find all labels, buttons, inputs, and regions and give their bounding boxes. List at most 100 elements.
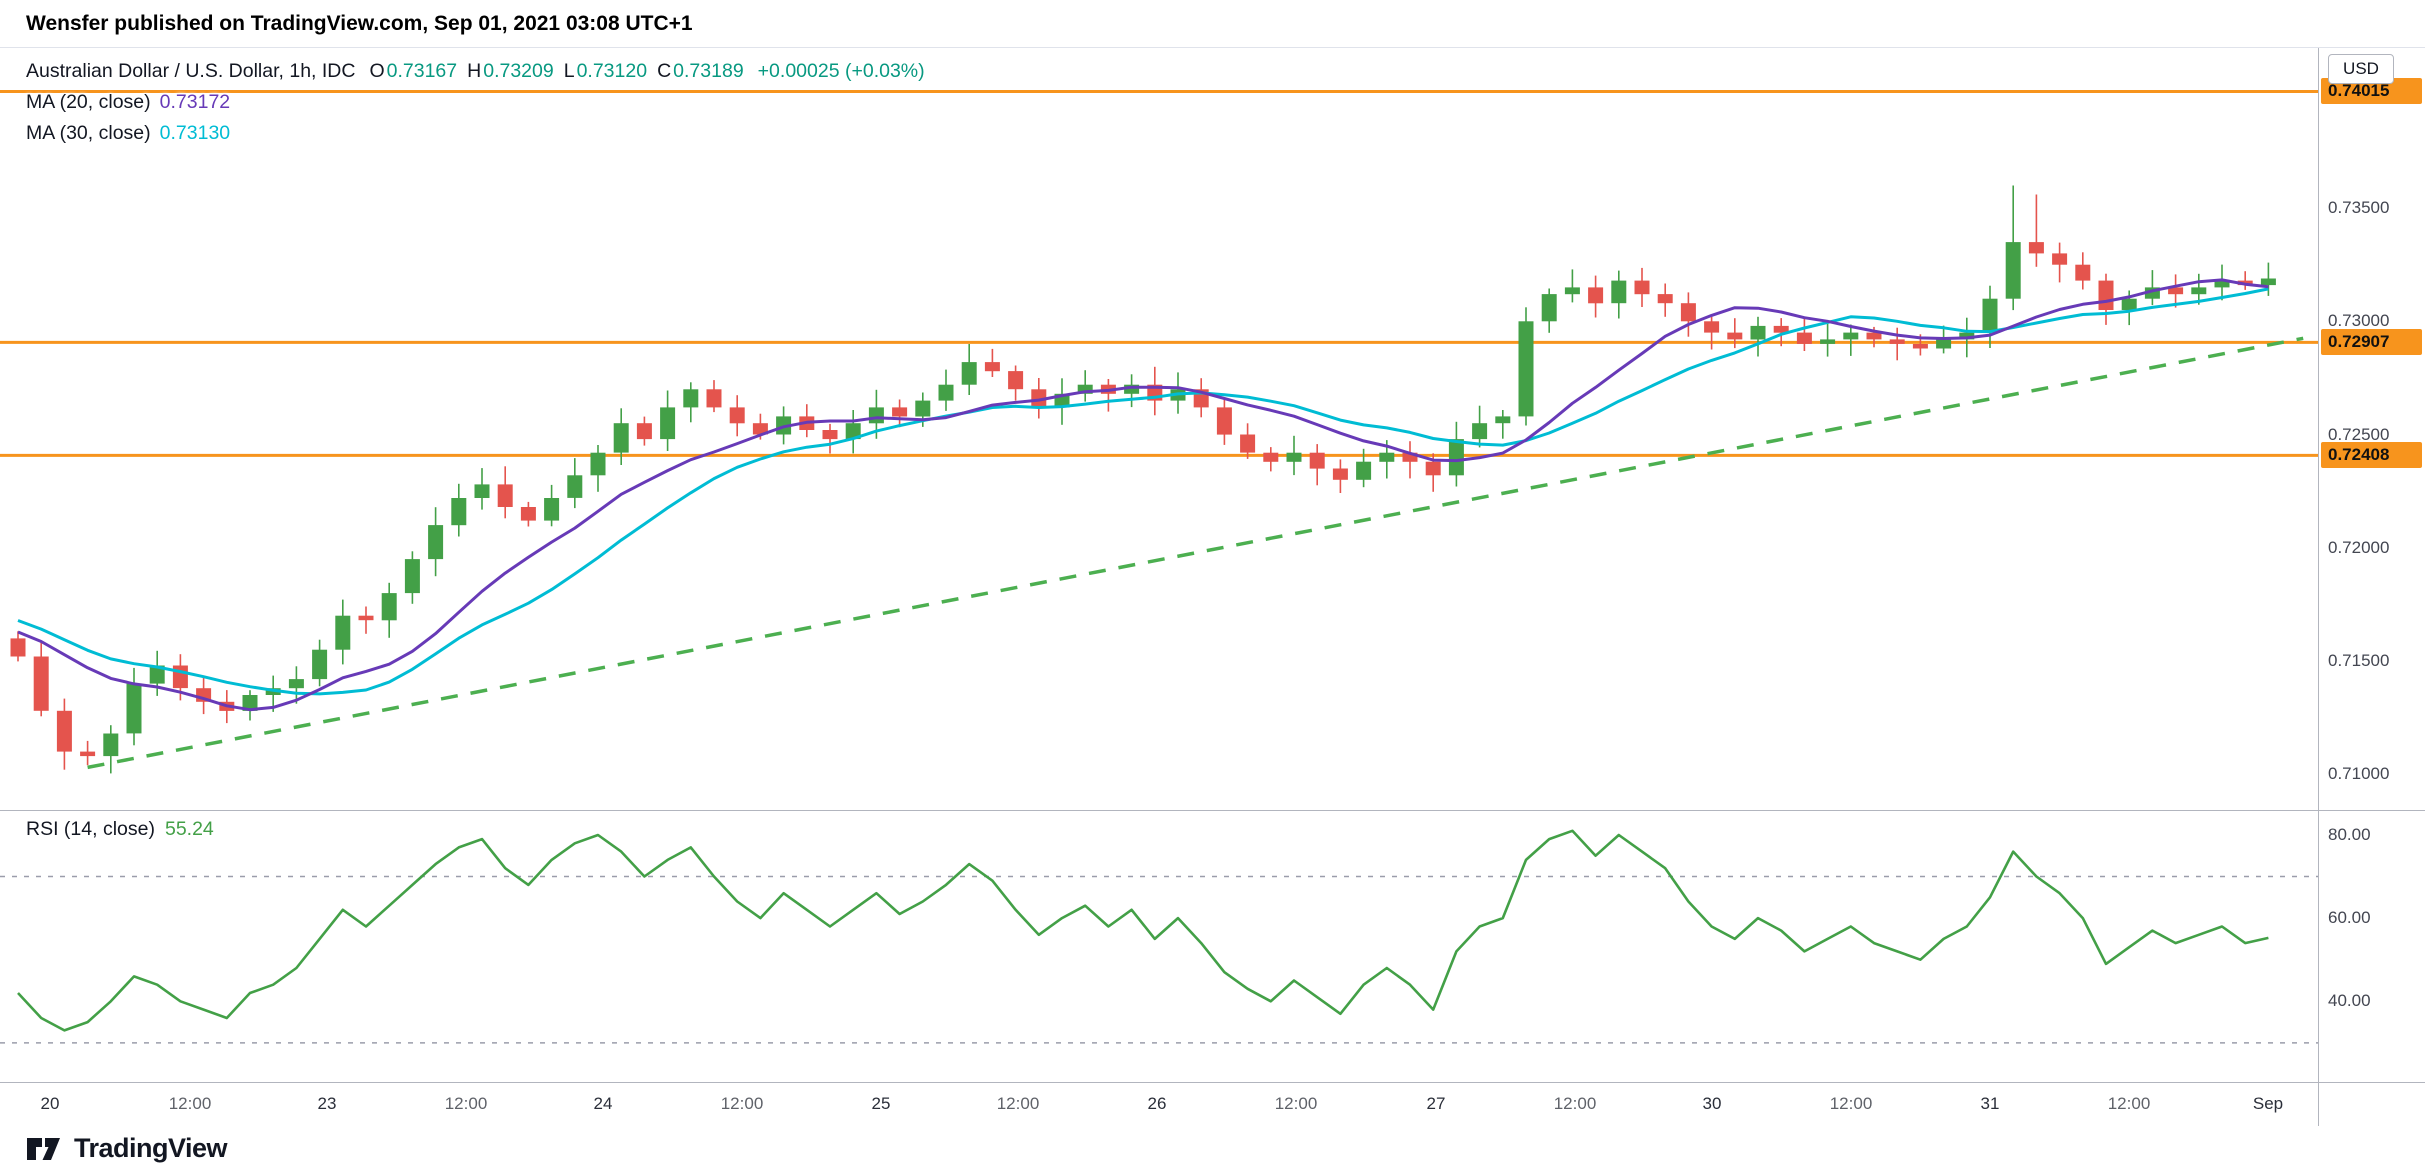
candle-body	[1309, 452, 1325, 469]
candle-body	[520, 507, 536, 521]
price-level-badge: 0.72907	[2321, 329, 2422, 355]
chart-area[interactable]: Australian Dollar / U.S. Dollar, 1h, IDC…	[0, 47, 2425, 1127]
currency-toggle[interactable]: USD	[2328, 54, 2394, 84]
candle-body	[613, 423, 629, 453]
time-axis[interactable]: 20 12:00 23 12:00 24 12:00 25 12:00 26 12:00 27 12:…	[0, 1082, 2318, 1126]
candle-body	[1843, 332, 1859, 340]
price-axis-label: 0.72500	[2328, 425, 2390, 444]
candle-body	[544, 498, 560, 521]
time-axis-label: 12:00	[1829, 1094, 1873, 1113]
symbol-legend-row[interactable]: Australian Dollar / U.S. Dollar, 1h, IDC…	[26, 56, 925, 87]
price-axis-label: 0.73000	[2328, 311, 2390, 330]
ma20-label: MA (20, close)	[26, 91, 151, 113]
price-change: +0.00025 (+0.03%)	[757, 60, 925, 82]
candle-body	[2028, 242, 2044, 254]
price-level-badge: 0.74015	[2321, 78, 2422, 104]
candle-body	[1820, 339, 1836, 344]
candle-body	[683, 389, 699, 408]
time-axis-label: 12:00	[1274, 1094, 1318, 1113]
attribution-text: Wensfer published on TradingView.com, Se…	[26, 11, 693, 35]
candle-body	[1077, 384, 1093, 394]
ohlc-low: L 0.73120	[563, 60, 648, 82]
candle-body	[1564, 287, 1580, 295]
candle-body	[358, 615, 374, 621]
candle-body	[1031, 389, 1047, 408]
candle-body	[2121, 298, 2137, 310]
candle-body	[1495, 416, 1511, 424]
candle-body	[567, 475, 583, 498]
candle-body	[636, 423, 652, 440]
candle-body	[984, 362, 1000, 372]
price-chart-canvas[interactable]	[0, 48, 2318, 810]
candle-body	[2168, 287, 2184, 295]
candle-body	[288, 679, 304, 689]
trendline[interactable]	[87, 336, 2304, 770]
ma20-legend-row[interactable]: MA (20, close) 0.73172	[26, 87, 925, 118]
candle-body	[1588, 287, 1604, 304]
candle-body	[428, 525, 444, 560]
tradingview-logo-text[interactable]: TradingView	[74, 1132, 228, 1163]
candle-body	[1379, 452, 1395, 462]
time-axis-label: 26	[1147, 1094, 1167, 1113]
candle-body	[381, 593, 397, 621]
candle-body	[1889, 339, 1905, 344]
candle-body	[2052, 253, 2068, 265]
time-axis-label: 12:00	[444, 1094, 488, 1113]
candle-body	[1263, 452, 1279, 462]
candle-body	[474, 484, 490, 498]
candle-body	[1518, 321, 1534, 417]
candle-body	[497, 484, 513, 507]
candle-body	[729, 407, 745, 424]
candle-body	[2098, 280, 2114, 310]
candle-body	[1866, 332, 1882, 340]
candle-body	[1332, 468, 1348, 480]
candle-body	[1982, 298, 1998, 333]
rsi-legend-row[interactable]: RSI (14, close) 55.24	[26, 818, 214, 841]
candle-body	[1124, 384, 1140, 394]
candle-body	[2260, 278, 2276, 286]
price-axis-label: 0.72000	[2328, 538, 2390, 557]
candle-body	[2144, 287, 2160, 299]
candle-body	[590, 452, 606, 476]
candle-body	[1356, 461, 1372, 480]
candle-body	[1657, 294, 1673, 304]
candle-body	[822, 430, 838, 440]
rsi-value: 55.24	[164, 818, 214, 840]
time-axis-label: 24	[593, 1094, 613, 1113]
time-axis-label: 23	[317, 1094, 337, 1113]
rsi-chart-canvas[interactable]	[0, 810, 2318, 1082]
candle-body	[1912, 344, 1928, 349]
candle-body	[451, 498, 467, 526]
rsi-axis-label: 40.00	[2328, 991, 2371, 1010]
candle-body	[2075, 264, 2091, 281]
candle-body	[335, 615, 351, 650]
time-axis-label: 20	[40, 1094, 60, 1113]
price-axis[interactable]: USD 0.73500 0.73000 0.72500 0.72000 0.71500 0…	[2318, 48, 2425, 1126]
main-legend: Australian Dollar / U.S. Dollar, 1h, IDC…	[26, 56, 925, 149]
symbol-title[interactable]: Australian Dollar / U.S. Dollar, 1h, IDC	[26, 60, 356, 82]
candle-body	[1286, 452, 1302, 462]
candle-body	[1541, 294, 1557, 322]
rsi-line[interactable]	[17, 829, 2269, 1032]
candle-body	[404, 559, 420, 594]
candle-body	[1611, 280, 1627, 304]
candle-body	[56, 710, 72, 752]
candle-body	[1402, 452, 1418, 462]
tradingview-logo-icon[interactable]	[24, 1133, 64, 1163]
time-axis-label: 12:00	[720, 1094, 764, 1113]
ma30-legend-row[interactable]: MA (30, close) 0.73130	[26, 118, 925, 149]
time-axis-label: 12:00	[168, 1094, 212, 1113]
candle-body	[312, 649, 328, 680]
ohlc-close: C 0.73189	[657, 60, 744, 82]
ma20-value: 0.73172	[159, 91, 231, 113]
ohlc-high: H 0.73209	[467, 60, 554, 82]
candle-body	[938, 384, 954, 401]
candle-body	[1959, 332, 1975, 340]
candle-body	[1448, 439, 1464, 476]
pane-separator[interactable]	[0, 810, 2425, 811]
ma20-line[interactable]	[17, 278, 2269, 712]
ma30-line[interactable]	[17, 287, 2269, 696]
time-axis-separator	[0, 1082, 2425, 1083]
time-axis-label: 12:00	[1553, 1094, 1597, 1113]
price-axis-label: 0.71000	[2328, 764, 2390, 783]
